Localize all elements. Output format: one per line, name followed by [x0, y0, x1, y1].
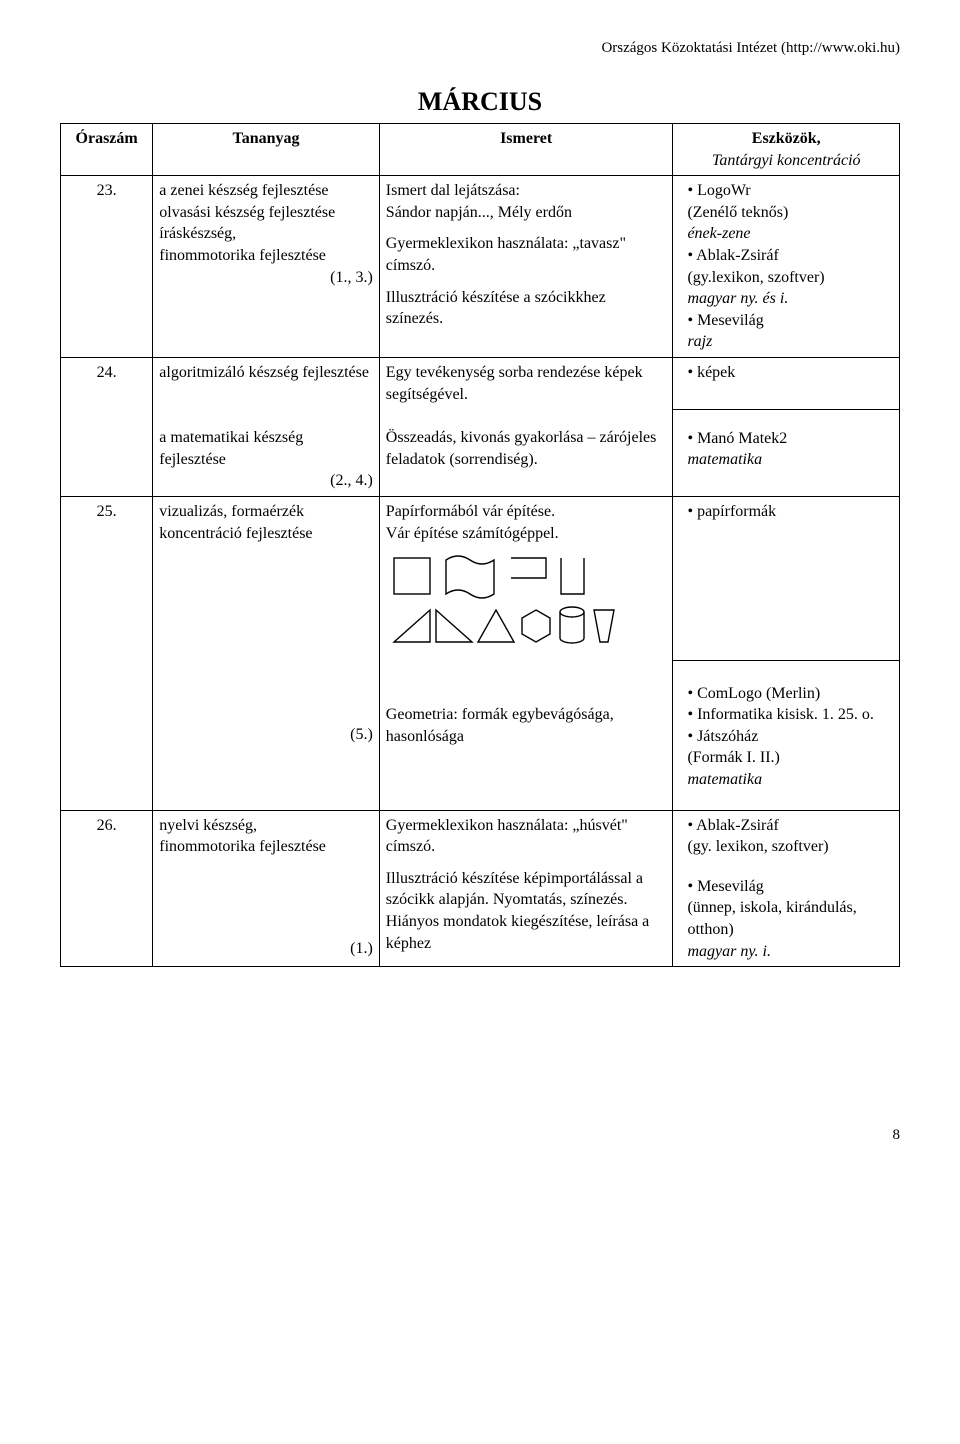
- cell-ismeret-24a: Egy tevékenység sorba rendezése képek se…: [379, 357, 673, 409]
- cell-ismeret-25a: Papírformából vár építése. Vár építése s…: [379, 496, 673, 660]
- table-row: 25. vizualizás, formaérzék koncentráció …: [61, 496, 900, 660]
- cell-ismeret-24b: Összeadás, kivonás gyakorlása – zárójele…: [379, 409, 673, 496]
- bullet: képek: [679, 362, 893, 384]
- text: Papírformából vár építése.: [386, 501, 667, 523]
- cell-ismeret-26: Gyermeklexikon használata: „húsvét" címs…: [379, 810, 673, 967]
- cell-num-24: 24.: [61, 357, 153, 496]
- header-eszkozok-sub: Tantárgyi koncentráció: [712, 152, 861, 169]
- text: magyar ny. i.: [679, 941, 893, 963]
- header-tananyag: Tananyag: [153, 124, 380, 176]
- header-eszkozok-top: Eszközök,: [752, 130, 821, 147]
- text-paren: (1., 3.): [159, 267, 373, 289]
- cell-tools-24a: képek: [673, 357, 900, 409]
- text: a zenei készség fejlesztése olvasási kés…: [159, 180, 373, 266]
- bullet: ComLogo (Merlin): [679, 683, 893, 705]
- text: matematika: [679, 769, 893, 791]
- header-oraszam: Óraszám: [61, 124, 153, 176]
- table-row: (5.) Geometria: formák egybevágósága, ha…: [61, 660, 900, 810]
- shapes-diagram: [386, 550, 667, 650]
- cell-num-23: 23.: [61, 176, 153, 358]
- header-eszkozok: Eszközök, Tantárgyi koncentráció: [673, 124, 900, 176]
- text: Egy tevékenység sorba rendezése képek se…: [386, 362, 667, 405]
- text: rajz: [679, 331, 893, 353]
- table-header-row: Óraszám Tananyag Ismeret Eszközök, Tantá…: [61, 124, 900, 176]
- cell-tananyag-26: nyelvi készség, finommotorika fejlesztés…: [153, 810, 380, 967]
- text: nyelvi készség, finommotorika fejlesztés…: [159, 815, 373, 858]
- text: Geometria: formák egybevágósága, hasonló…: [386, 704, 667, 747]
- text: a matematikai készség fejlesztése: [159, 427, 373, 470]
- text: Illusztráció készítése a szócikkhez szín…: [386, 287, 667, 330]
- table-row: 23. a zenei készség fejlesztése olvasási…: [61, 176, 900, 358]
- cell-tananyag-25a: vizualizás, formaérzék koncentráció fejl…: [153, 496, 380, 660]
- bullet: Informatika kisisk. 1. 25. o.: [679, 704, 893, 726]
- text: (gy.lexikon, szoftver): [679, 267, 893, 289]
- bullet: Mesevilág: [679, 310, 893, 332]
- cell-ismeret-25b: Geometria: formák egybevágósága, hasonló…: [379, 660, 673, 810]
- header-ismeret: Ismeret: [379, 124, 673, 176]
- text: Ismert dal lejátszása: Sándor napján...,…: [386, 180, 667, 223]
- cell-tools-24b: Manó Matek2 matematika: [673, 409, 900, 496]
- text: (Zenélő teknős): [679, 202, 893, 224]
- table-row: 24. algoritmizáló készség fejlesztése Eg…: [61, 357, 900, 409]
- month-title: MÁRCIUS: [60, 87, 900, 117]
- text: Illusztráció készítése képimportálással …: [386, 868, 667, 954]
- text: algoritmizáló készség fejlesztése: [159, 362, 373, 384]
- text: matematika: [679, 449, 893, 471]
- curriculum-table: Óraszám Tananyag Ismeret Eszközök, Tantá…: [60, 123, 900, 967]
- bullet: Mesevilág: [679, 876, 893, 898]
- page-number: 8: [60, 1127, 900, 1144]
- text: (ünnep, iskola, kirándulás, otthon): [679, 897, 893, 940]
- cell-num-25: 25.: [61, 496, 153, 810]
- bullet: papírformák: [679, 501, 893, 523]
- text: Vár építése számítógéppel.: [386, 523, 667, 545]
- cell-tools-25a: papírformák: [673, 496, 900, 660]
- cell-tools-26: Ablak-Zsiráf (gy. lexikon, szoftver) Mes…: [673, 810, 900, 967]
- text: (Formák I. II.): [679, 747, 893, 769]
- text: Gyermeklexikon használata: „húsvét" címs…: [386, 815, 667, 858]
- publisher-header: Országos Közoktatási Intézet (http://www…: [60, 40, 900, 57]
- bullet: Játszóház: [679, 726, 893, 748]
- text: vizualizás, formaérzék koncentráció fejl…: [159, 501, 373, 544]
- cell-tananyag-23: a zenei készség fejlesztése olvasási kés…: [153, 176, 380, 358]
- cell-num-26: 26.: [61, 810, 153, 967]
- text-paren: (2., 4.): [159, 470, 373, 492]
- cell-tananyag-24b: a matematikai készség fejlesztése (2., 4…: [153, 409, 380, 496]
- text: ének-zene: [679, 223, 893, 245]
- cell-tananyag-25b: (5.): [153, 660, 380, 810]
- text-paren: (1.): [159, 938, 373, 960]
- cell-ismeret-23: Ismert dal lejátszása: Sándor napján...,…: [379, 176, 673, 358]
- cell-tananyag-24a: algoritmizáló készség fejlesztése: [153, 357, 380, 409]
- text-paren: (5.): [159, 724, 373, 746]
- cell-tools-25b: ComLogo (Merlin) Informatika kisisk. 1. …: [673, 660, 900, 810]
- cell-tools-23: LogoWr (Zenélő teknős) ének-zene Ablak-Z…: [673, 176, 900, 358]
- text: (gy. lexikon, szoftver): [679, 836, 893, 858]
- bullet: Ablak-Zsiráf: [679, 245, 893, 267]
- text: magyar ny. és i.: [679, 288, 893, 310]
- table-row: 26. nyelvi készség, finommotorika fejles…: [61, 810, 900, 967]
- bullet: LogoWr: [679, 180, 893, 202]
- text: Gyermeklexikon használata: „tavasz" címs…: [386, 233, 667, 276]
- text: Összeadás, kivonás gyakorlása – zárójele…: [386, 427, 667, 470]
- bullet: Ablak-Zsiráf: [679, 815, 893, 837]
- bullet: Manó Matek2: [679, 428, 893, 450]
- table-row: a matematikai készség fejlesztése (2., 4…: [61, 409, 900, 496]
